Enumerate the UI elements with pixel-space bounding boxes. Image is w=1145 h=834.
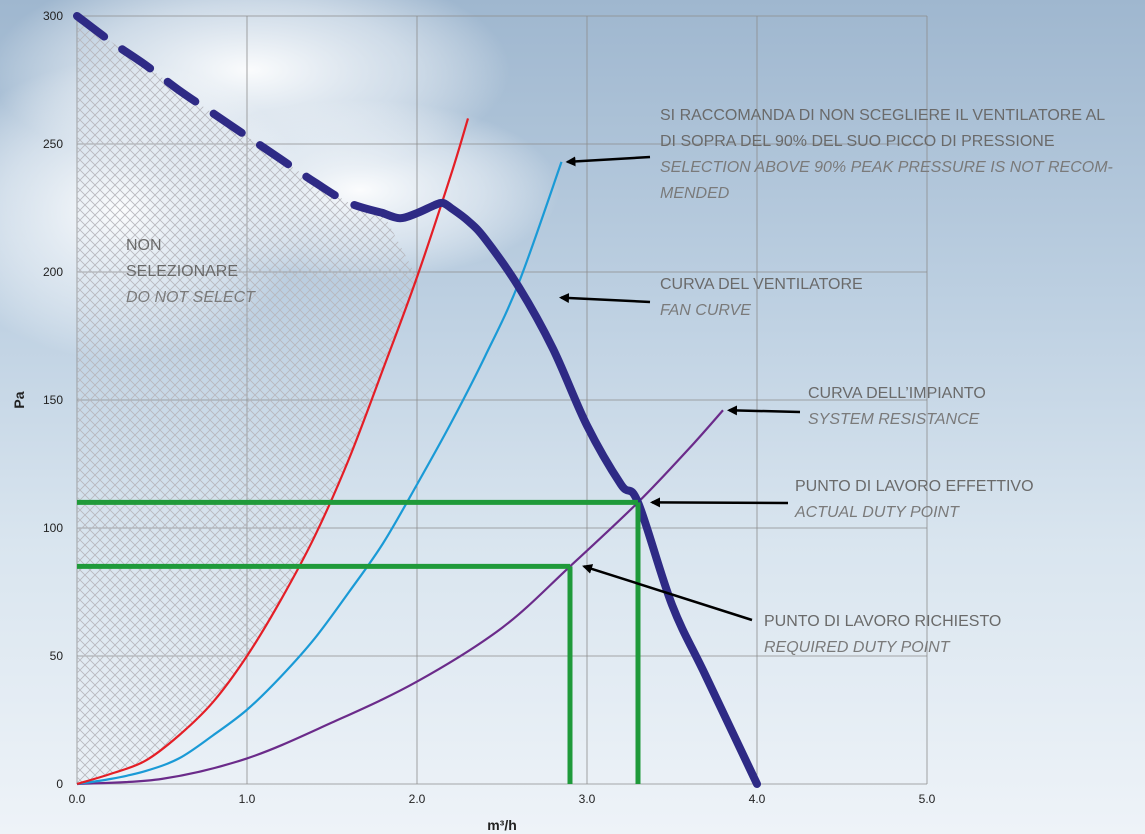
arrows — [559, 155, 801, 622]
system-resistance-curve — [76, 409, 724, 786]
region-label-line1: NON — [126, 237, 162, 254]
annotation-actual-duty: PUNTO DI LAVORO EFFETTIVO — [795, 478, 1034, 495]
annotation-system-curve: CURVA DELL’IMPIANTO — [808, 385, 986, 402]
axis-ticks: 0.0 1.0 2.0 3.0 4.0 5.0 0 50 100 150 200 250 300 — [43, 9, 936, 806]
fan-curve-dashed — [73, 12, 387, 218]
y-tick-label: 0 — [56, 777, 63, 791]
y-tick-label: 250 — [43, 137, 63, 151]
annotation-fan-curve-sub: FAN CURVE — [660, 302, 751, 319]
annotation-arrow — [727, 405, 801, 416]
x-tick-label: 2.0 — [409, 792, 426, 806]
annotation-arrow — [565, 155, 651, 167]
x-tick-label: 1.0 — [239, 792, 256, 806]
blue-limit-curve — [76, 161, 563, 786]
annotation-peak-pressure-sub2: MENDED — [660, 185, 730, 202]
annotation-peak-pressure-line1: SI RACCOMANDA DI NON SCEGLIERE IL VENTIL… — [660, 107, 1105, 124]
curves — [73, 12, 761, 788]
annotation-peak-pressure-sub1: SELECTION ABOVE 90% PEAK PRESSURE IS NOT… — [660, 159, 1113, 176]
annotation-peak-pressure-line2: DI SOPRA DEL 90% DEL SUO PICCO DI PRESSI… — [660, 133, 1054, 150]
y-tick-label: 300 — [43, 9, 63, 23]
y-tick-label: 200 — [43, 265, 63, 279]
y-tick-label: 100 — [43, 521, 63, 535]
x-tick-label: 0.0 — [69, 792, 86, 806]
no-select-region — [77, 16, 417, 784]
red-limit-curve — [76, 118, 470, 786]
annotation-system-curve-sub: SYSTEM RESISTANCE — [808, 411, 980, 428]
y-axis-label: Pa — [11, 391, 27, 408]
fan-curve-solid — [379, 198, 761, 788]
x-tick-label: 5.0 — [919, 792, 936, 806]
annotation-required-duty: PUNTO DI LAVORO RICHIESTO — [764, 613, 1001, 630]
y-tick-label: 150 — [43, 393, 63, 407]
annotation-actual-duty-sub: ACTUAL DUTY POINT — [794, 504, 960, 521]
x-axis-label: m³/h — [487, 817, 517, 833]
annotation-arrow — [559, 293, 651, 304]
x-tick-label: 3.0 — [579, 792, 596, 806]
annotation-required-duty-sub: REQUIRED DUTY POINT — [764, 639, 951, 656]
duty-lines — [77, 499, 641, 784]
annotation-fan-curve: CURVA DEL VENTILATORE — [660, 276, 863, 293]
region-label-line3: DO NOT SELECT — [126, 289, 256, 306]
y-tick-label: 50 — [50, 649, 64, 663]
annotation-arrow — [650, 497, 789, 508]
x-tick-label: 4.0 — [749, 792, 766, 806]
region-label-line2: SELEZIONARE — [126, 263, 238, 280]
annotation-arrow — [582, 564, 753, 622]
